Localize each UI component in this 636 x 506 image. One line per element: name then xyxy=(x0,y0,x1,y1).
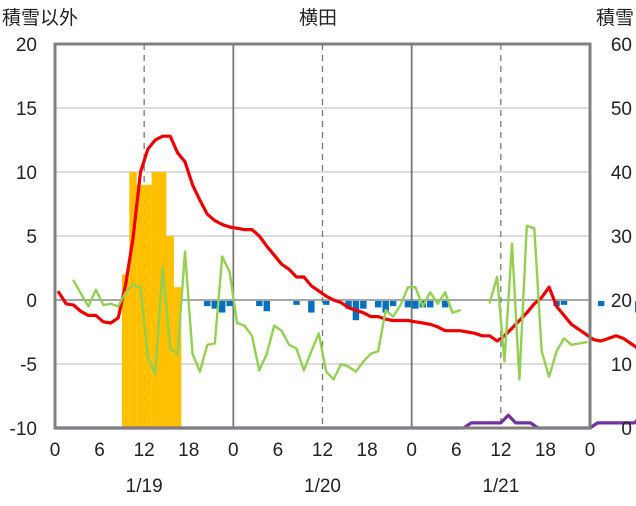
pressure-change-bar xyxy=(293,301,300,305)
x-tick-label: 18 xyxy=(178,440,199,461)
left-tick-label: 10 xyxy=(16,163,37,184)
left-axis-label: 積雪以外 xyxy=(2,7,78,29)
pressure-change-bar xyxy=(375,301,382,308)
date-label: 1/21 xyxy=(482,476,519,497)
x-tick-label: 12 xyxy=(312,440,333,461)
right-tick-label: 60 xyxy=(611,35,632,56)
snow-depth-bar xyxy=(136,184,145,428)
left-tick-label: -10 xyxy=(10,419,37,440)
x-tick-label: 6 xyxy=(451,440,462,461)
date-label: 1/19 xyxy=(126,476,163,497)
left-tick-label: -5 xyxy=(20,355,37,376)
snow-depth-bar xyxy=(173,287,182,428)
left-tick-label: 20 xyxy=(16,35,37,56)
pressure-change-bar xyxy=(226,301,233,307)
pressure-change-bar xyxy=(412,301,419,309)
plot-frame xyxy=(53,42,592,430)
pressure-change-bar xyxy=(256,301,263,307)
temperature-line xyxy=(57,134,636,349)
pressure-change-bar xyxy=(263,301,270,312)
x-tick-label: 12 xyxy=(490,440,511,461)
x-tick-label: 0 xyxy=(585,440,596,461)
pressure-change-bar xyxy=(597,301,605,307)
right-tick-label: 0 xyxy=(621,419,632,440)
snow-depth-bar xyxy=(151,172,160,428)
pressure-change-bar xyxy=(204,301,211,307)
right-tick-label: 40 xyxy=(611,163,632,184)
x-tick-label: 0 xyxy=(406,440,417,461)
right-tick-label: 10 xyxy=(611,355,632,376)
right-tick-label: 20 xyxy=(611,291,632,312)
pressure-change-bar xyxy=(441,301,449,308)
green-line xyxy=(72,250,462,381)
right-tick-label: 30 xyxy=(611,227,632,248)
green-line xyxy=(488,224,588,381)
chart-title: 横田 xyxy=(299,7,337,29)
x-tick-label: 12 xyxy=(134,440,155,461)
snow-depth-bar xyxy=(144,184,152,428)
pressure-change-bar xyxy=(211,301,218,309)
pressure-change-bar xyxy=(560,301,568,305)
right-tick-label: 50 xyxy=(611,99,632,120)
pressure-change-bar xyxy=(308,301,315,313)
x-tick-label: 18 xyxy=(535,440,556,461)
left-tick-label: 5 xyxy=(26,227,37,248)
snow-depth-bar xyxy=(129,172,137,428)
x-tick-label: 0 xyxy=(50,440,61,461)
left-tick-label: 0 xyxy=(26,291,37,312)
x-tick-label: 6 xyxy=(273,440,284,461)
x-tick-label: 18 xyxy=(357,440,378,461)
pressure-change-bar xyxy=(389,301,397,307)
pressure-change-bar xyxy=(382,301,389,313)
snow-depth-bar xyxy=(166,236,174,428)
snow-depth-bar xyxy=(159,172,167,428)
pressure-change-bar xyxy=(323,301,330,305)
pressure-change-bar xyxy=(360,301,367,309)
x-tick-label: 0 xyxy=(228,440,239,461)
pressure-change-bar xyxy=(345,301,352,309)
date-label: 1/20 xyxy=(304,476,341,497)
pressure-change-bar xyxy=(404,301,412,308)
pressure-change-bar xyxy=(427,301,434,308)
right-axis-label: 積雪 xyxy=(596,7,634,29)
snow-depth-bar xyxy=(121,274,130,428)
x-tick-label: 6 xyxy=(94,440,105,461)
left-tick-label: 15 xyxy=(16,99,37,120)
pressure-change-bar xyxy=(218,301,226,313)
